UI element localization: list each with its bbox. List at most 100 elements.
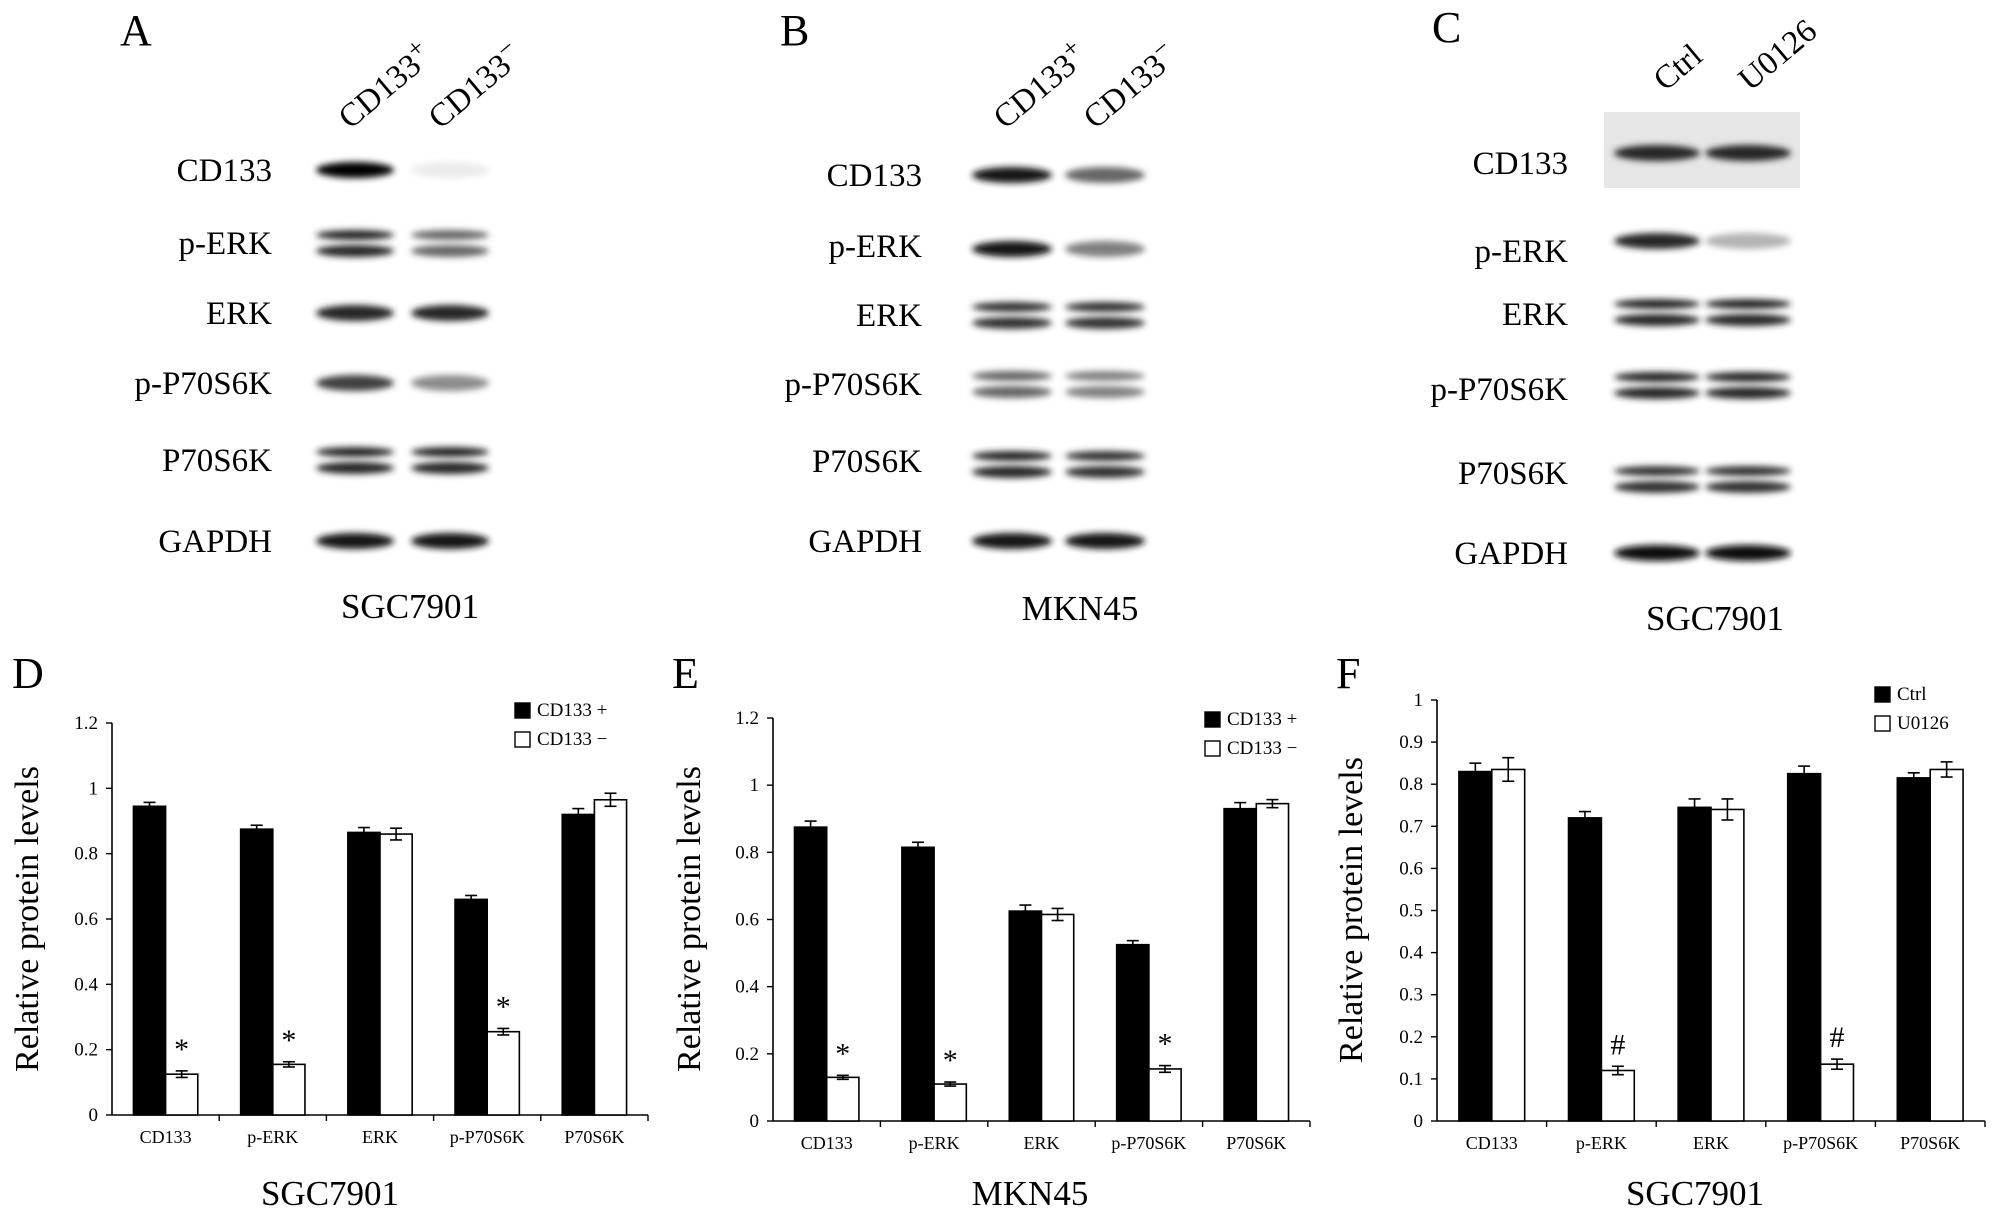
bar <box>901 846 935 1122</box>
bar <box>239 828 274 1116</box>
blot-band <box>1705 145 1791 161</box>
y-tick-label: 0.6 <box>74 909 98 930</box>
y-tick-label: 0 <box>89 1105 99 1126</box>
significance-marker: * <box>174 1033 189 1066</box>
y-tick-label: 0.2 <box>735 1044 759 1065</box>
blot-band <box>316 447 394 457</box>
blot-band <box>1705 233 1791 249</box>
x-tick-label: ERK <box>1024 1133 1060 1153</box>
blot-band <box>1065 386 1145 398</box>
x-tick-label: CD133 <box>1466 1133 1518 1153</box>
significance-marker: # <box>1610 1028 1625 1061</box>
legend-label: CD133 + <box>1227 709 1297 730</box>
protein-label: P70S6K <box>812 444 922 480</box>
significance-marker: * <box>496 990 511 1023</box>
lane-header: U0126 <box>1732 13 1824 98</box>
bar <box>271 1063 306 1116</box>
lane-header: CD133+ <box>983 32 1095 136</box>
protein-label: p-ERK <box>179 226 273 262</box>
protein-label: CD133 <box>177 153 272 189</box>
blot-band <box>316 245 394 257</box>
blot-band <box>972 533 1052 549</box>
protein-label: GAPDH <box>808 524 922 560</box>
y-tick-label: 0.8 <box>74 844 98 865</box>
y-tick-label: 0.6 <box>1399 858 1423 879</box>
blot-band <box>1065 302 1145 312</box>
bar <box>347 831 381 1116</box>
y-tick-label: 1.2 <box>74 713 98 734</box>
bar <box>1223 807 1258 1122</box>
protein-label: p-ERK <box>829 229 923 265</box>
bar <box>1008 910 1043 1122</box>
cell-line-label: MKN45 <box>1022 589 1139 628</box>
blot-band <box>316 375 394 391</box>
blot-band <box>972 451 1052 461</box>
bar <box>1896 777 1931 1122</box>
x-tick-label: p-P70S6K <box>1783 1133 1858 1153</box>
blot-panel-a: A CD133+CD133− CD133 p-ERK ERK p-P70S6K P70S6K… <box>120 6 530 626</box>
x-tick-label: CD133 <box>801 1133 853 1153</box>
protein-label: CD133 <box>827 158 922 194</box>
bar <box>1929 768 1964 1122</box>
panel-letter: C <box>1432 3 1461 52</box>
blot-band <box>1614 372 1700 382</box>
bar <box>1819 1063 1855 1122</box>
significance-marker: * <box>1158 1028 1173 1061</box>
protein-label: p-ERK <box>1475 234 1569 270</box>
blot-band <box>1614 145 1700 161</box>
protein-label: ERK <box>1502 297 1568 333</box>
y-axis-label: Relative protein levels <box>671 766 708 1072</box>
panel-letter: D <box>12 649 44 698</box>
x-tick-label: ERK <box>1693 1133 1729 1153</box>
x-tick-label: CD133 <box>140 1127 192 1147</box>
significance-marker: # <box>1830 1021 1845 1054</box>
legend-swatch <box>1874 686 1891 703</box>
bar <box>593 798 628 1116</box>
y-tick-label: 0.9 <box>1399 732 1423 753</box>
chart-title: SGC7901 <box>1626 1174 1764 1213</box>
y-tick-label: 0.7 <box>1399 816 1423 837</box>
x-tick-label: ERK <box>362 1127 398 1147</box>
y-tick-label: 0.8 <box>735 842 759 863</box>
blot-band <box>972 386 1052 398</box>
blot-band <box>972 302 1052 312</box>
blot-band <box>1065 451 1145 461</box>
significance-marker: * <box>281 1024 296 1057</box>
legend-label: CD133 − <box>1227 738 1297 759</box>
chart-title: MKN45 <box>972 1174 1089 1213</box>
y-tick-label: 1 <box>1414 690 1424 711</box>
blot-band <box>972 317 1052 329</box>
x-tick-label: p-P70S6K <box>1111 1133 1186 1153</box>
lane-header: CD133+ <box>328 32 440 136</box>
legend-swatch <box>1204 711 1221 728</box>
blot-band <box>1705 314 1791 326</box>
y-tick-label: 0.3 <box>1399 985 1423 1006</box>
y-tick-label: 1 <box>89 778 99 799</box>
lane-header: CD133− <box>1073 32 1185 136</box>
bar <box>1567 817 1603 1122</box>
lane-header: CD133− <box>418 32 530 136</box>
bar <box>379 833 413 1116</box>
blot-band <box>1614 481 1700 493</box>
blot-band <box>1705 466 1791 476</box>
blot-band <box>316 230 394 240</box>
protein-label: p-P70S6K <box>1430 372 1568 408</box>
blot-band <box>316 533 394 549</box>
legend-swatch <box>514 702 531 719</box>
western-blot-panels: ACD133+CD133−CD133p-ERKERKp-P70S6KP70S6K… <box>120 3 1824 638</box>
bar <box>1710 808 1745 1122</box>
blot-band <box>1614 314 1700 326</box>
legend-swatch <box>1874 715 1891 732</box>
bar <box>1491 768 1526 1122</box>
blot-band <box>1705 372 1791 382</box>
cell-line-label: SGC7901 <box>341 587 479 626</box>
y-tick-label: 0 <box>750 1111 760 1132</box>
x-tick-label: p-ERK <box>909 1133 960 1153</box>
y-axis-label: Relative protein levels <box>9 766 46 1072</box>
blot-band <box>1065 317 1145 329</box>
blot-band <box>1065 241 1145 257</box>
blot-band <box>316 162 394 178</box>
bar <box>1255 802 1290 1122</box>
bar <box>1458 770 1493 1122</box>
